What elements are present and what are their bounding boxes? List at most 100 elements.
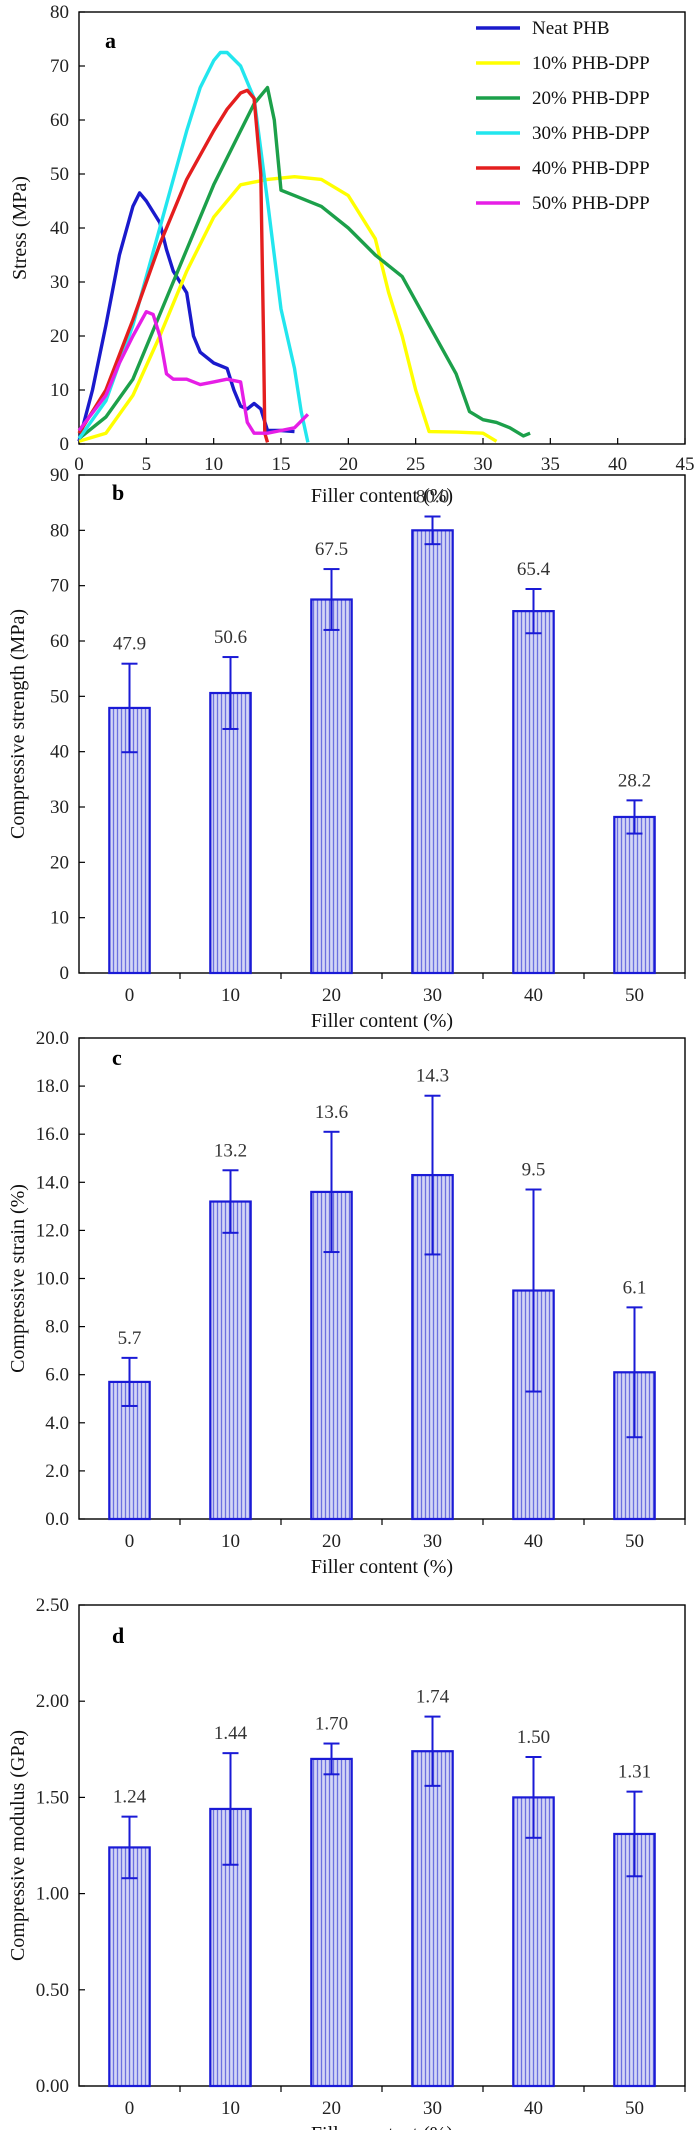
y-tick-label: 0.00 [36, 2076, 69, 2097]
y-axis-title: Compressive strength (MPa) [7, 609, 29, 839]
x-tick-label: 40 [608, 454, 627, 475]
series-line [77, 85, 531, 440]
y-tick-label: 0.50 [36, 1980, 69, 2001]
y-tick-label: 40 [50, 218, 69, 239]
y-axis-title: Compressive strain (%) [7, 1184, 29, 1373]
data-label: 47.9 [113, 634, 146, 655]
y-tick-label: 1.00 [36, 1884, 69, 1905]
y-tick-label: 6.0 [45, 1365, 69, 1386]
x-tick-label: 50 [625, 1531, 644, 1552]
bar [512, 1289, 555, 1521]
data-label: 14.3 [416, 1066, 449, 1087]
y-tick-label: 60 [50, 110, 69, 131]
y-tick-label: 10.0 [36, 1269, 69, 1290]
x-tick-label: 40 [524, 985, 543, 1006]
series-line [77, 50, 310, 443]
x-tick-label: 5 [142, 454, 152, 475]
x-tick-label: 40 [524, 2098, 543, 2119]
bar [310, 598, 353, 975]
legend-label: 30% PHB-DPP [532, 123, 650, 144]
y-axis-title: Compressive modulus (GPa) [7, 1730, 29, 1961]
y-tick-label: 18.0 [36, 1076, 69, 1097]
y-tick-label: 2.0 [45, 1461, 69, 1482]
x-tick-label: 0 [125, 1531, 135, 1552]
y-tick-label: 1.50 [36, 1787, 69, 1808]
x-tick-label: 20 [322, 985, 341, 1006]
y-tick-label: 2.50 [36, 1595, 69, 1616]
plot-frame [78, 11, 686, 445]
x-tick-label: 0 [125, 985, 135, 1006]
x-tick-label: 10 [204, 454, 223, 475]
x-tick-label: 45 [676, 454, 695, 475]
y-tick-label: 0 [60, 963, 70, 984]
data-label: 5.7 [118, 1328, 142, 1349]
panel-c-compressive-strain-chart: 0.0 2.0 4.0 6.0 8.0 10.0 12.0 14.0 16.0 18.0 20.0 0… [7, 1028, 686, 1578]
bar [310, 1757, 353, 2088]
y-tick-label: 50 [50, 686, 69, 707]
x-tick-label: 20 [322, 2098, 341, 2119]
bar [613, 815, 656, 975]
series-line [78, 175, 498, 443]
y-tick-label: 80 [50, 520, 69, 541]
data-label: 50.6 [214, 627, 247, 648]
series-line [77, 88, 270, 443]
x-tick-label: 30 [423, 1531, 442, 1552]
x-tick-label: 20 [339, 454, 358, 475]
x-tick-label: 40 [524, 1531, 543, 1552]
legend-label: 40% PHB-DPP [532, 158, 650, 179]
panel-b-compressive-strength-chart: 0 10 20 30 40 50 60 70 80 90 0 47.9 10 50.6 20 67.5 30 80… [7, 465, 686, 1032]
data-label: 9.5 [522, 1160, 546, 1181]
panel-letter: d [112, 1623, 124, 1648]
panel-letter: b [112, 480, 124, 505]
x-axis-title: Filler content (%) [311, 485, 453, 507]
x-axis-title: Filler content (%) [311, 2123, 453, 2130]
x-tick-label: 25 [406, 454, 425, 475]
x-tick-label: 50 [625, 2098, 644, 2119]
y-tick-label: 70 [50, 56, 69, 77]
x-tick-label: 10 [221, 1531, 240, 1552]
x-tick-label: 30 [423, 2098, 442, 2119]
bar [108, 1846, 151, 2088]
data-label: 1.50 [517, 1727, 550, 1748]
x-tick-label: 20 [322, 1531, 341, 1552]
bar [512, 610, 555, 975]
y-tick-label: 50 [50, 164, 69, 185]
x-tick-label: 10 [221, 2098, 240, 2119]
panel-d-compressive-modulus-chart: 0.00 0.50 1.00 1.50 2.00 2.50 0 1.24 10 1.44 20 1.7… [7, 1595, 686, 2130]
legend-label: 50% PHB-DPP [532, 193, 650, 214]
bar [512, 1796, 555, 2088]
data-label: 13.2 [214, 1140, 247, 1161]
y-axis-title: Stress (MPa) [9, 176, 31, 280]
panel-a-stress-strain-chart: 0 10 20 30 40 50 60 70 80 0 5 10 15 20 25 30 35 40 45 Fille… [9, 2, 695, 507]
bar [411, 1750, 454, 2088]
y-tick-label: 0.0 [45, 1509, 69, 1530]
y-tick-label: 10 [50, 380, 69, 401]
bar [209, 1200, 252, 1521]
y-tick-label: 4.0 [45, 1413, 69, 1434]
x-tick-label: 35 [541, 454, 560, 475]
x-tick-label: 10 [221, 985, 240, 1006]
y-tick-label: 80 [50, 2, 69, 23]
y-tick-label: 14.0 [36, 1172, 69, 1193]
series-line [77, 191, 295, 442]
panel-letter: a [105, 28, 116, 53]
x-tick-label: 30 [423, 985, 442, 1006]
bar [209, 691, 252, 975]
data-label: 28.2 [618, 770, 651, 791]
y-tick-label: 0 [60, 434, 70, 455]
plot-frame [78, 474, 686, 974]
legend-label: 20% PHB-DPP [532, 88, 650, 109]
data-label: 67.5 [315, 539, 348, 560]
x-tick-label: 15 [272, 454, 291, 475]
data-label: 6.1 [623, 1277, 647, 1298]
data-label: 1.44 [214, 1723, 248, 1744]
plot-frame [78, 1604, 686, 2087]
y-tick-label: 30 [50, 272, 69, 293]
legend-label: Neat PHB [532, 18, 610, 39]
series-line [77, 310, 310, 435]
y-tick-label: 8.0 [45, 1317, 69, 1338]
y-tick-label: 20 [50, 852, 69, 873]
y-tick-label: 90 [50, 465, 69, 486]
data-label: 65.4 [517, 559, 551, 580]
